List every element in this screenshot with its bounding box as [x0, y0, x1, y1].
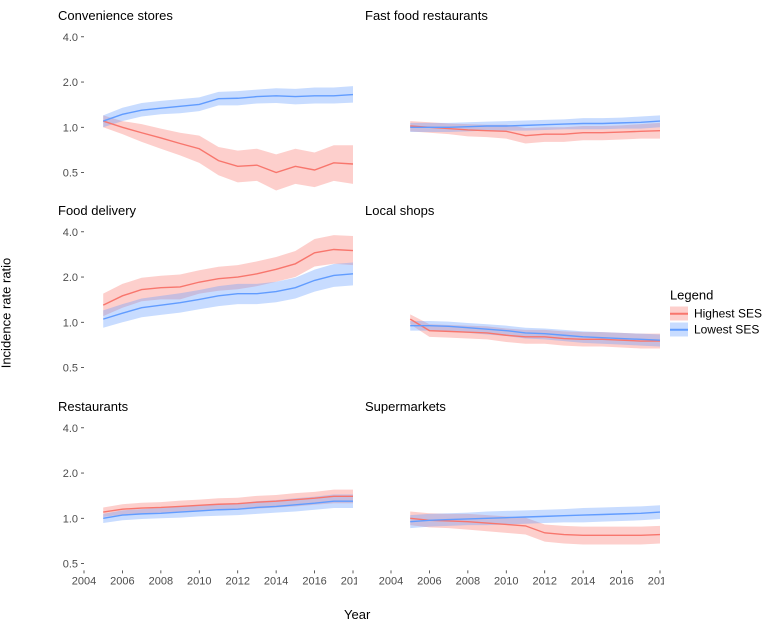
svg-text:2014: 2014	[264, 575, 288, 587]
svg-text:2012: 2012	[225, 575, 249, 587]
svg-text:2018: 2018	[341, 575, 357, 587]
panel: Fast food restaurants	[361, 8, 664, 197]
svg-text:2016: 2016	[302, 575, 326, 587]
chart-svg	[361, 28, 664, 197]
svg-text:2.0: 2.0	[63, 272, 78, 284]
panel-title: Fast food restaurants	[365, 8, 488, 23]
panel: Food delivery 0.5 1.0 2.0 4.0	[54, 203, 357, 392]
panel-title: Food delivery	[58, 203, 136, 218]
legend-item: Highest SES	[670, 307, 762, 321]
y-axis-title: Incidence rate ratio	[0, 258, 14, 369]
x-axis-title: Year	[344, 607, 370, 622]
legend-swatch	[670, 323, 688, 337]
chart-svg: 0.5 1.0 2.0 4.0	[54, 223, 357, 392]
plot-area: 0.5 1.0 2.0 4.0 2004 2006 2008 2010 2012 2014 2016…	[54, 419, 357, 588]
panel: Local shops	[361, 203, 664, 392]
plot-area: 0.5 1.0 2.0 4.0	[54, 28, 357, 197]
legend-label: Highest SES	[694, 307, 762, 321]
svg-text:2008: 2008	[456, 575, 480, 587]
chart-svg: 0.5 1.0 2.0 4.0 2004 2006 2008 2010 2012 2014 2016…	[54, 419, 357, 588]
svg-text:4.0: 4.0	[63, 32, 78, 44]
chart-svg: 2004 2006 2008 2010 2012 2014 2016 2018	[361, 419, 664, 588]
panel-title: Restaurants	[58, 399, 128, 414]
svg-text:2018: 2018	[648, 575, 664, 587]
legend: Legend Highest SES Lowest SES	[670, 288, 762, 339]
legend-swatch	[670, 307, 688, 321]
series-ribbon	[103, 86, 353, 127]
svg-text:2004: 2004	[72, 575, 96, 587]
legend-label: Lowest SES	[694, 323, 759, 337]
svg-text:4.0: 4.0	[63, 227, 78, 239]
svg-text:2010: 2010	[187, 575, 211, 587]
legend-title: Legend	[670, 288, 762, 303]
svg-text:0.5: 0.5	[63, 558, 78, 570]
svg-text:1.0: 1.0	[63, 122, 78, 134]
panel: Convenience stores 0.5 1.0 2.0 4.0	[54, 8, 357, 197]
svg-text:2.0: 2.0	[63, 468, 78, 480]
series-ribbon	[103, 115, 353, 190]
svg-text:2014: 2014	[571, 575, 595, 587]
panel: Supermarkets 2004 2006 2008 2010 2012 2014 2016…	[361, 399, 664, 588]
panel-title: Local shops	[365, 203, 434, 218]
figure-container: Incidence rate ratio Convenience stores 0…	[0, 0, 778, 626]
chart-svg	[361, 223, 664, 392]
plot-area: 0.5 1.0 2.0 4.0	[54, 223, 357, 392]
plot-area	[361, 28, 664, 197]
panel-title: Supermarkets	[365, 399, 446, 414]
panel: Restaurants 0.5 1.0 2.0 4.0 2004 2006 2008 2010 2…	[54, 399, 357, 588]
svg-text:2006: 2006	[110, 575, 134, 587]
legend-item: Lowest SES	[670, 323, 762, 337]
panel-title: Convenience stores	[58, 8, 173, 23]
svg-text:0.5: 0.5	[63, 168, 78, 180]
svg-text:2004: 2004	[379, 575, 403, 587]
svg-text:2.0: 2.0	[63, 77, 78, 89]
svg-text:2010: 2010	[494, 575, 518, 587]
svg-text:2006: 2006	[417, 575, 441, 587]
plot-area	[361, 223, 664, 392]
chart-svg: 0.5 1.0 2.0 4.0	[54, 28, 357, 197]
svg-text:0.5: 0.5	[63, 363, 78, 375]
svg-text:2008: 2008	[149, 575, 173, 587]
plot-area: 2004 2006 2008 2010 2012 2014 2016 2018	[361, 419, 664, 588]
svg-text:4.0: 4.0	[63, 422, 78, 434]
svg-text:1.0: 1.0	[63, 318, 78, 330]
svg-text:1.0: 1.0	[63, 513, 78, 525]
panel-grid: Convenience stores 0.5 1.0 2.0 4.0 Fast food …	[54, 8, 664, 588]
svg-text:2012: 2012	[532, 575, 556, 587]
svg-text:2016: 2016	[609, 575, 633, 587]
